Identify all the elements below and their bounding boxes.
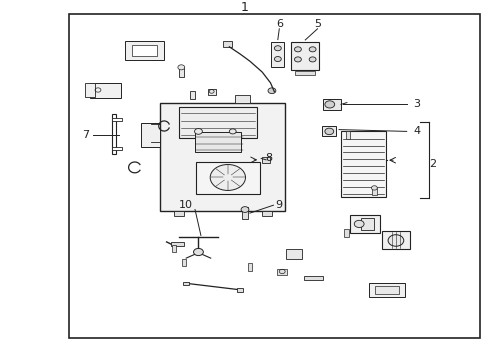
Bar — [190, 91, 195, 99]
Bar — [85, 83, 95, 97]
Text: 7: 7 — [82, 130, 89, 140]
Bar — [262, 211, 272, 216]
Bar — [171, 242, 183, 246]
Bar — [242, 207, 248, 219]
Bar — [248, 263, 252, 271]
Circle shape — [241, 207, 249, 212]
Text: 9: 9 — [276, 200, 283, 210]
Text: 5: 5 — [314, 19, 321, 30]
Circle shape — [325, 128, 334, 135]
Circle shape — [354, 220, 364, 228]
Bar — [361, 218, 374, 230]
Circle shape — [268, 88, 276, 94]
Circle shape — [309, 47, 316, 52]
Circle shape — [325, 101, 335, 108]
Circle shape — [178, 65, 185, 70]
Bar — [341, 130, 386, 197]
Circle shape — [294, 47, 301, 52]
Bar — [195, 132, 242, 152]
Bar — [112, 114, 116, 154]
Bar — [375, 286, 399, 294]
Bar — [277, 269, 287, 275]
Circle shape — [309, 57, 316, 62]
Circle shape — [274, 57, 281, 62]
Bar — [161, 103, 285, 211]
Circle shape — [294, 57, 301, 62]
Text: 3: 3 — [413, 99, 420, 109]
Bar — [179, 107, 257, 138]
Bar — [291, 42, 319, 70]
Bar — [132, 45, 157, 56]
Bar — [125, 41, 164, 60]
Circle shape — [274, 46, 281, 51]
Bar — [208, 89, 216, 95]
Text: 1: 1 — [241, 1, 249, 14]
Bar — [223, 41, 232, 47]
Circle shape — [194, 248, 203, 256]
Bar — [346, 131, 350, 139]
Bar — [237, 288, 243, 292]
Bar — [271, 42, 284, 67]
Bar — [286, 249, 302, 259]
Bar — [183, 282, 189, 285]
Text: 6: 6 — [276, 19, 283, 30]
Bar — [304, 276, 323, 280]
Bar — [112, 147, 122, 150]
Bar — [178, 67, 184, 77]
Bar — [369, 283, 405, 297]
Text: 4: 4 — [413, 126, 420, 136]
Bar — [174, 211, 184, 216]
Circle shape — [229, 129, 236, 134]
Circle shape — [371, 186, 377, 190]
Bar — [181, 259, 186, 266]
Bar — [295, 71, 315, 75]
Bar — [382, 231, 410, 249]
Circle shape — [195, 129, 202, 134]
Bar — [141, 123, 160, 147]
Bar — [196, 162, 260, 194]
Bar — [344, 229, 349, 237]
Bar — [262, 157, 270, 163]
Bar — [350, 215, 380, 233]
Bar — [322, 126, 336, 136]
Text: 2: 2 — [429, 159, 436, 169]
Bar — [235, 95, 250, 103]
Bar — [69, 14, 480, 338]
Bar — [323, 99, 341, 110]
Bar — [112, 118, 122, 121]
Bar — [172, 245, 176, 252]
Bar — [90, 83, 121, 98]
Bar — [372, 188, 377, 195]
Text: 8: 8 — [265, 153, 272, 163]
Circle shape — [388, 235, 404, 246]
Text: 10: 10 — [179, 200, 193, 210]
Circle shape — [210, 165, 245, 190]
